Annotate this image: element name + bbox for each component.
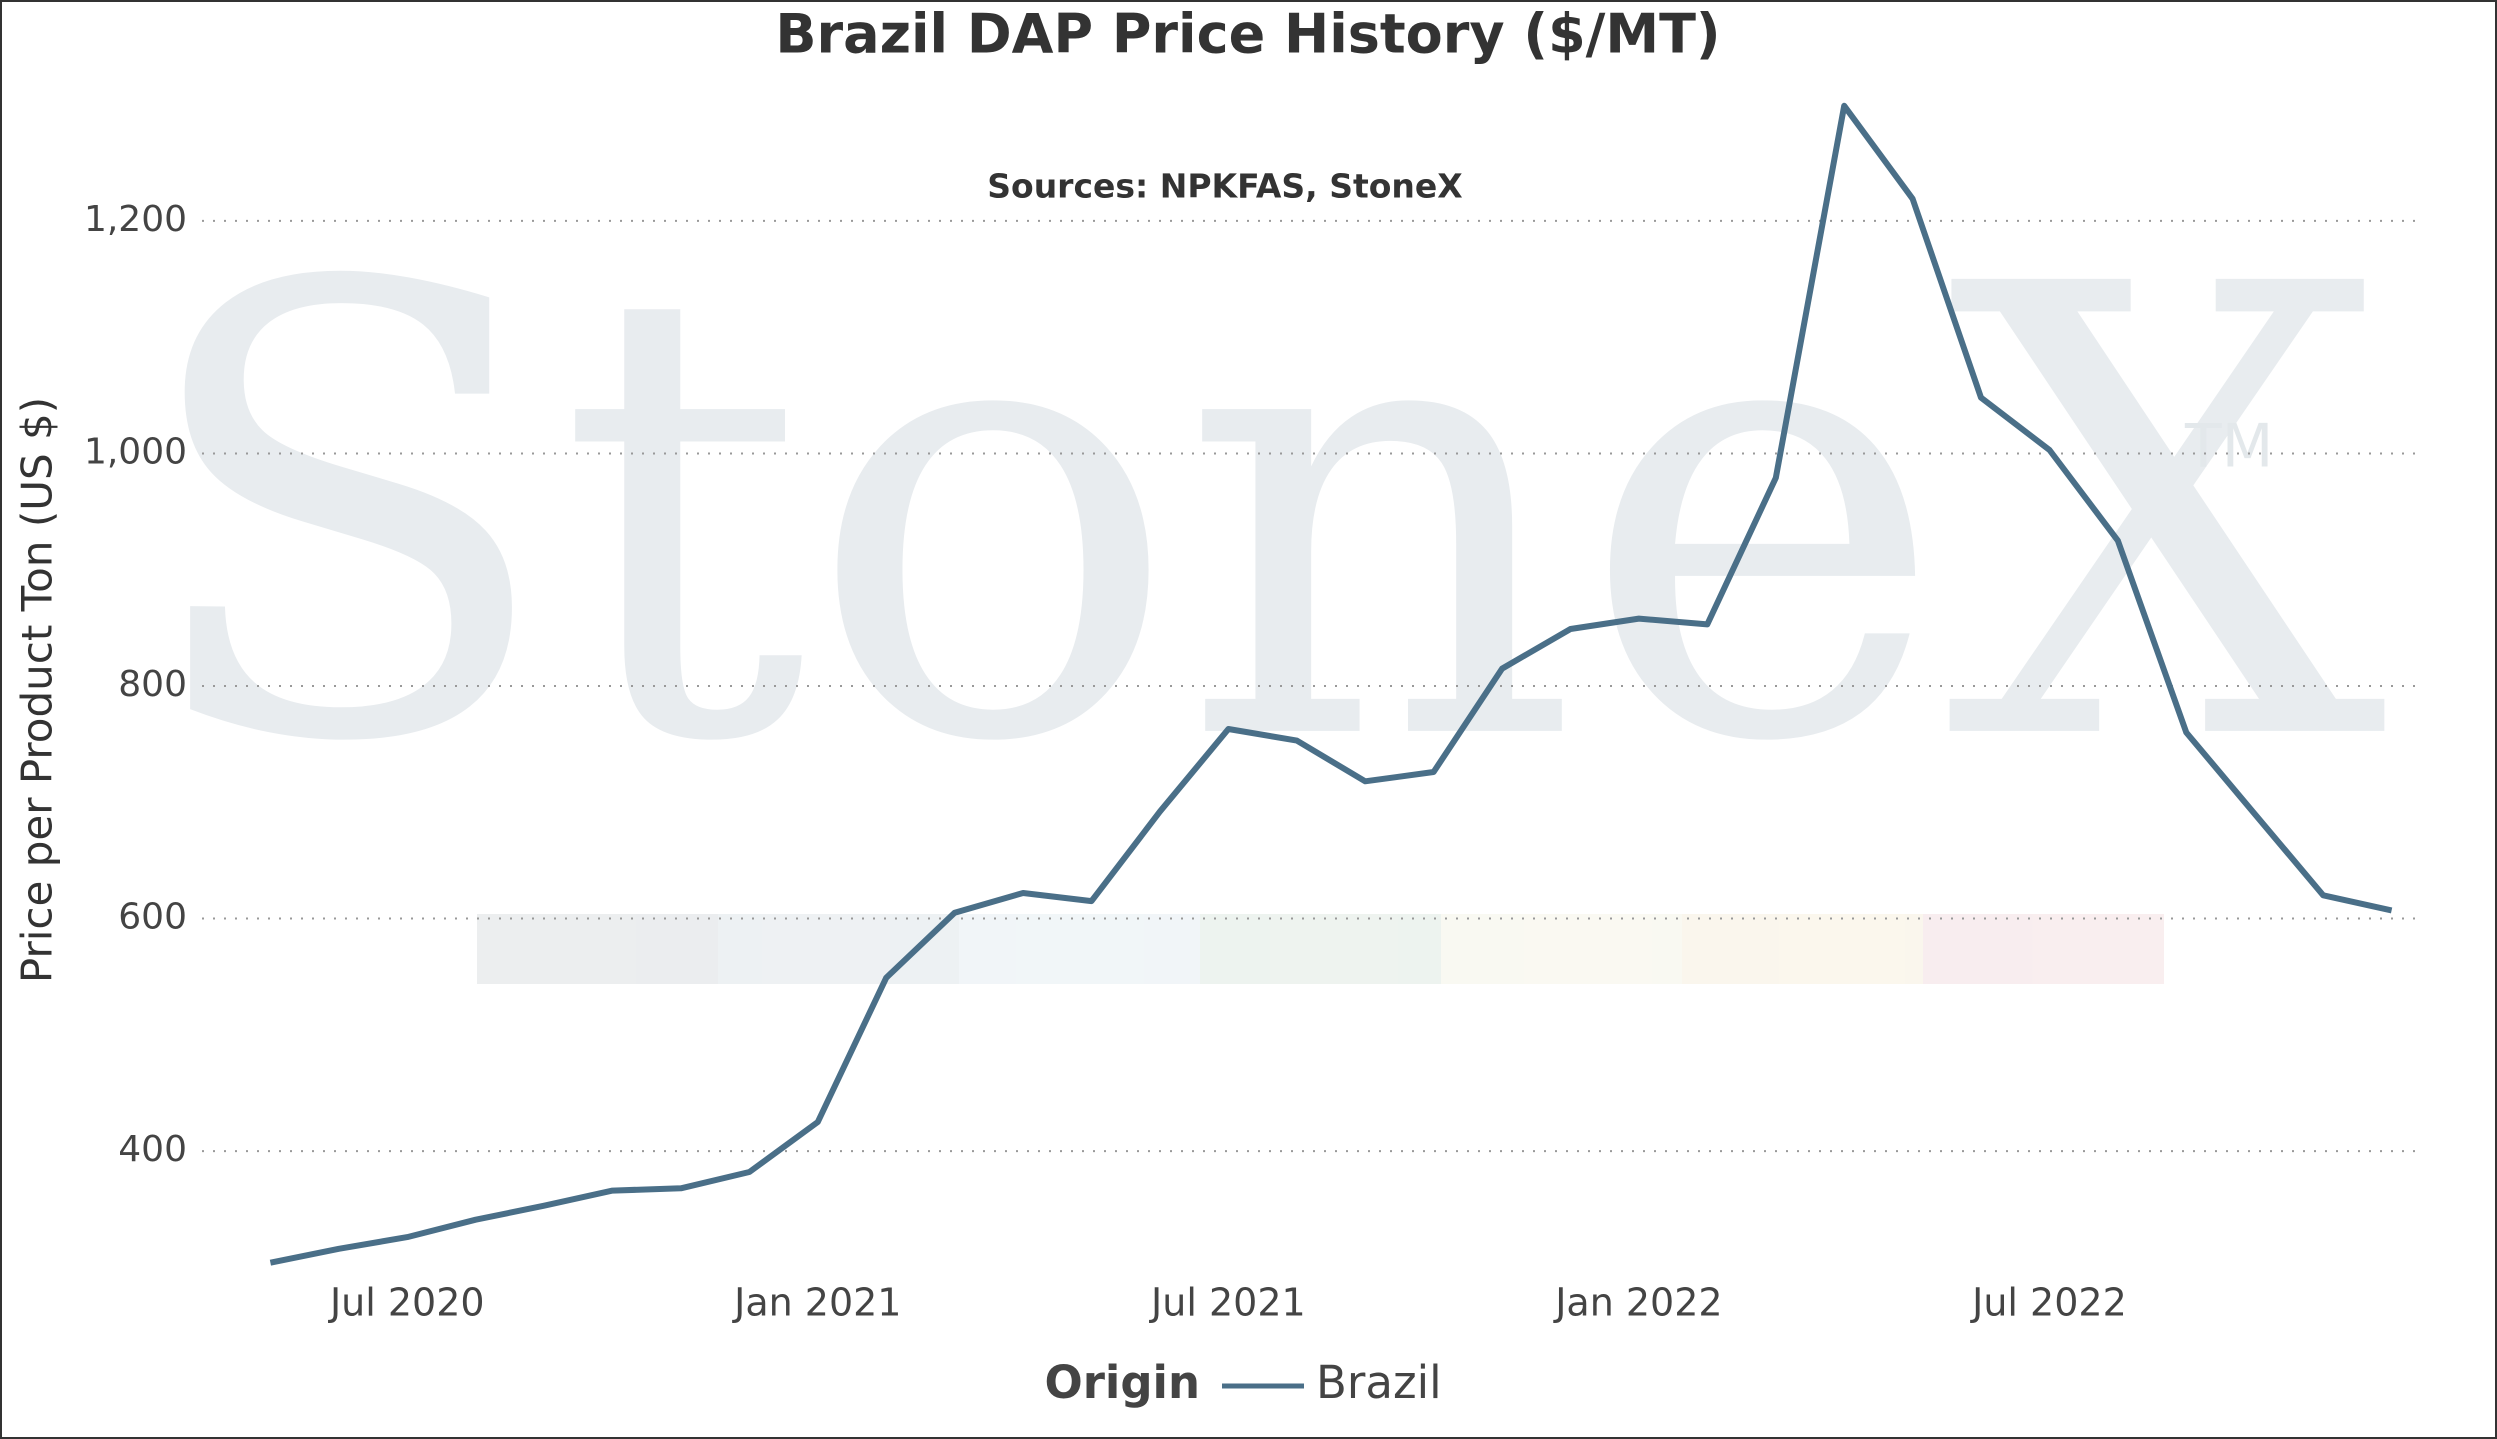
y-tick-label: 1,000: [84, 431, 187, 472]
chart-title: Brazil DAP Price History ($/MT): [775, 3, 1720, 66]
watermark-bar: [718, 914, 959, 984]
y-tick-label: 600: [118, 897, 187, 938]
watermark-bar: [1682, 914, 1923, 984]
x-tick-label: Jul 2021: [1149, 1281, 1306, 1325]
y-tick-label: 1,200: [84, 199, 187, 240]
watermark-bar: [1200, 914, 1441, 984]
watermark-bar: [1441, 914, 1682, 984]
x-tick-label: Jan 2022: [1553, 1281, 1722, 1325]
chart-subtitle: Sources: NPKFAS, StoneX: [987, 167, 1462, 206]
watermark-mark: TM: [2184, 412, 2273, 482]
y-tick-label: 800: [118, 664, 187, 705]
watermark-bars: [477, 914, 2164, 984]
y-axis-label: Price per Product Ton (US $): [13, 397, 62, 983]
y-tick-label: 400: [118, 1129, 187, 1170]
legend-title: Origin: [1044, 1356, 1200, 1409]
x-tick-label: Jul 2022: [1970, 1281, 2127, 1325]
watermark-bar: [959, 914, 1200, 984]
legend-label: Brazil: [1316, 1356, 1442, 1409]
data-line: [269, 102, 2393, 1266]
x-tick-label: Jan 2021: [732, 1281, 901, 1325]
watermark-bar: [477, 914, 718, 984]
watermark-bar: [1923, 914, 2164, 984]
x-tick-label: Jul 2020: [328, 1281, 485, 1325]
watermark: StoneX: [133, 157, 2392, 878]
